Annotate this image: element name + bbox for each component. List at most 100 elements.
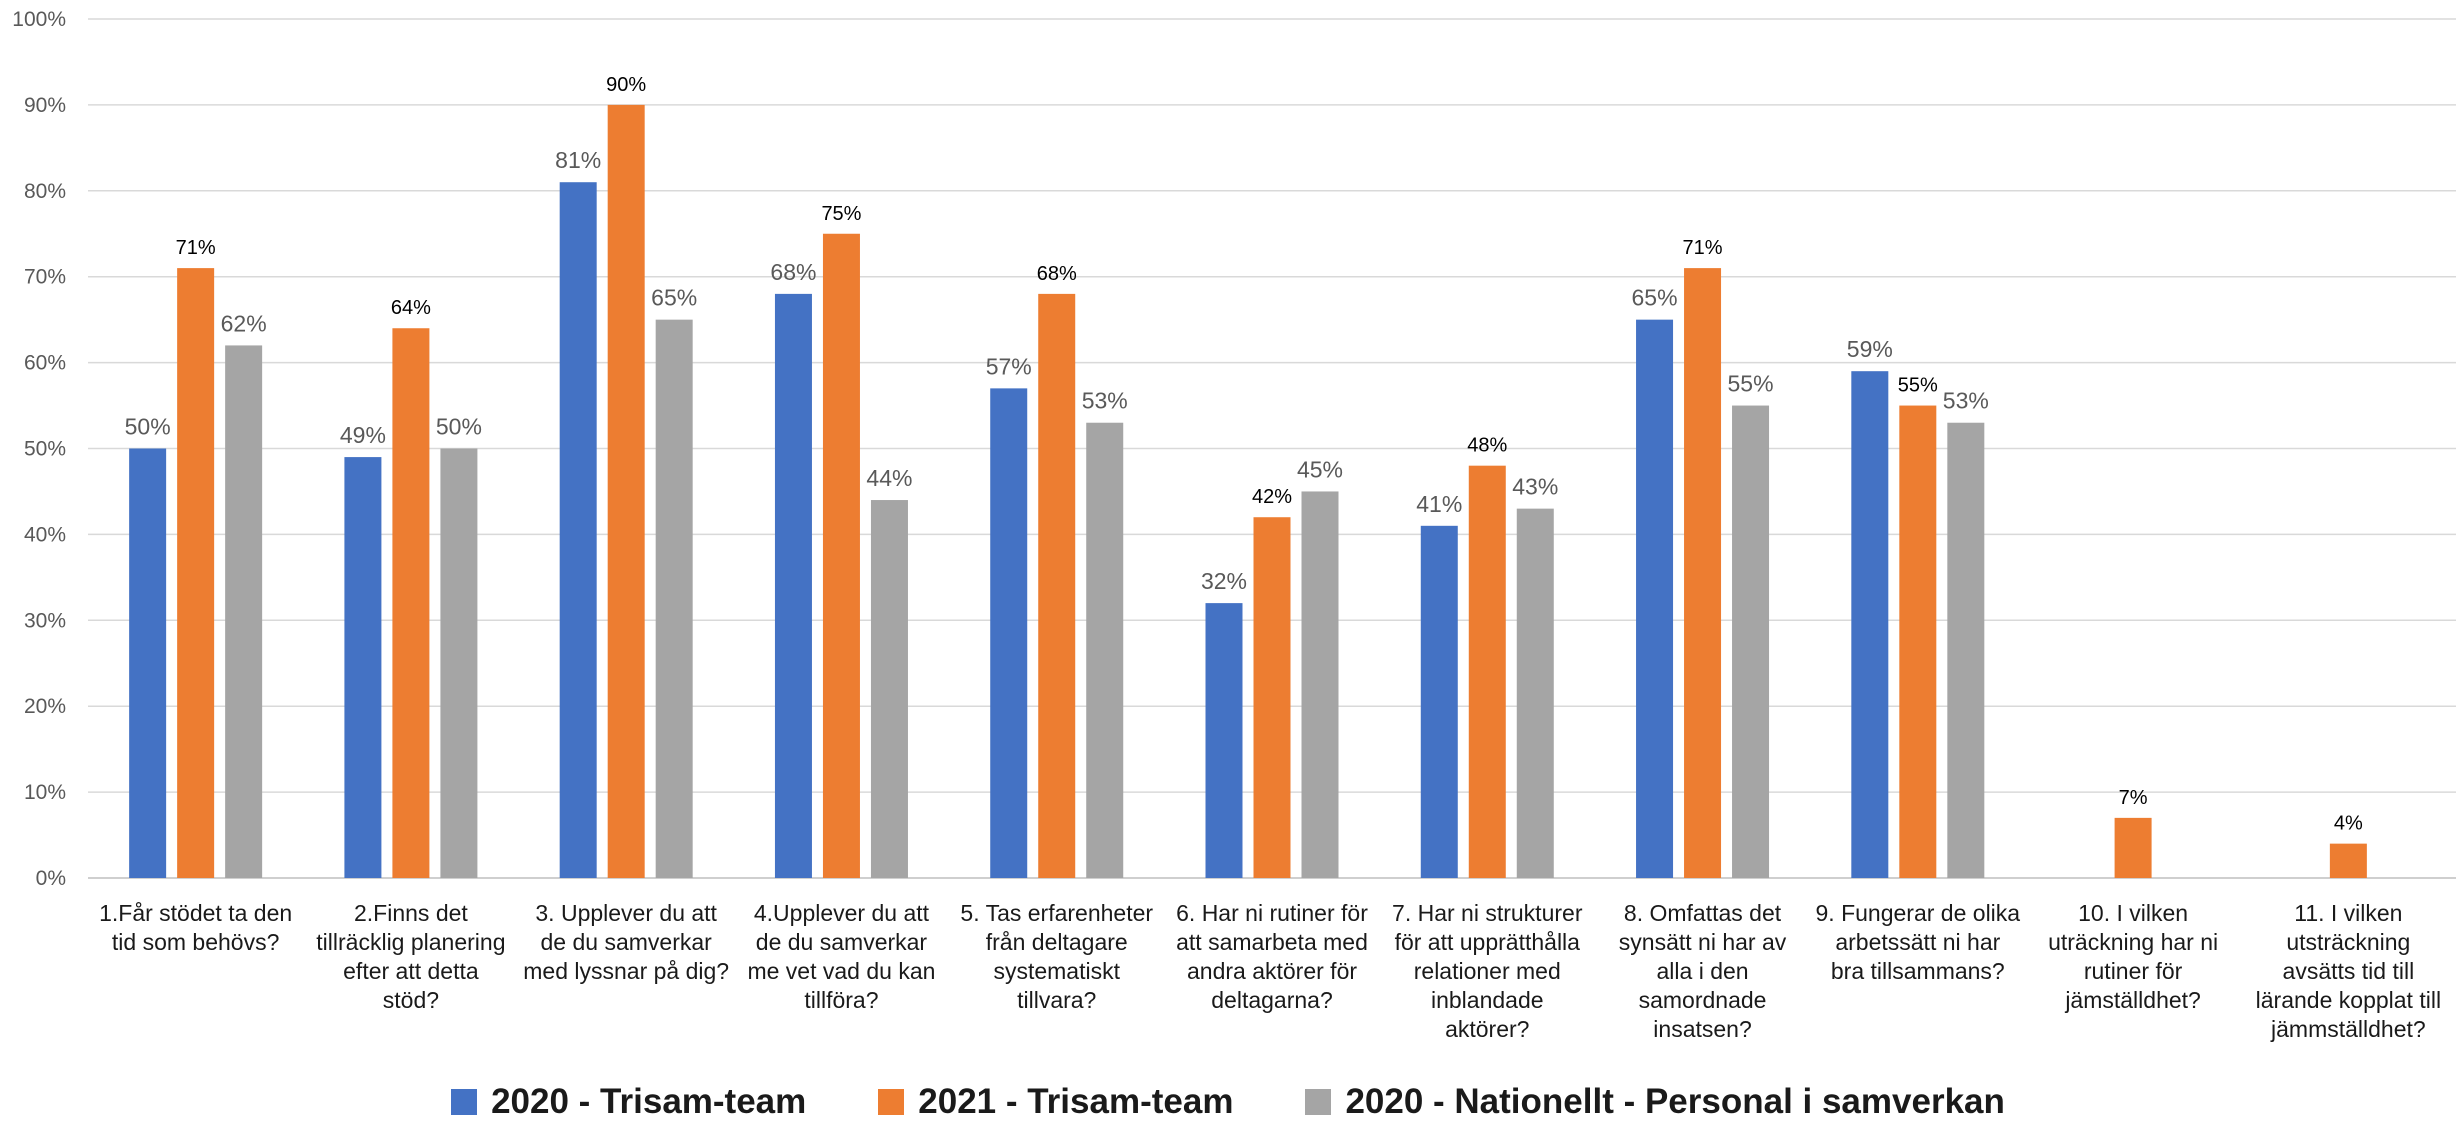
bar[interactable]: [1253, 517, 1291, 878]
x-tick-label-line: 11. I vilken: [2294, 900, 2402, 926]
y-tick-label: 30%: [24, 609, 66, 632]
bar-chart: 0% 10% 20% 30% 40% 50% 60% 70% 80% 90% 100% 50% 49%…: [12, 8, 2456, 1042]
x-tick-label-line: tillvara?: [1017, 987, 1096, 1013]
data-labels: 50% 49% 81% 68% 57% 32% 41% 65% 59% 71% 64% 90% 75% 6…: [125, 74, 2363, 835]
y-tick-label: 40%: [24, 523, 66, 546]
data-label: 50%: [436, 414, 482, 440]
y-tick-label: 70%: [24, 266, 66, 289]
y-tick-label: 100%: [12, 8, 66, 31]
y-tick-label: 0%: [36, 867, 66, 890]
x-tick-label-line: 3. Upplever du att: [535, 900, 717, 926]
data-label: 71%: [176, 237, 216, 259]
bar[interactable]: [1636, 319, 1674, 878]
y-tick-label: 50%: [24, 438, 66, 461]
x-tick-label: 5. Tas erfarenheter från deltagare systema…: [960, 900, 1153, 1013]
data-label: 50%: [125, 414, 171, 440]
y-tick-label: 20%: [24, 695, 66, 718]
legend-item-2020-trisam[interactable]: 2020 - Trisam-team: [451, 1082, 806, 1122]
bar[interactable]: [344, 457, 382, 878]
bar[interactable]: [2329, 843, 2367, 878]
bar[interactable]: [1684, 268, 1722, 878]
bar[interactable]: [655, 319, 693, 878]
y-tick-label: 90%: [24, 94, 66, 117]
data-label: 48%: [1467, 435, 1507, 457]
data-label: 42%: [1252, 486, 1292, 508]
bar[interactable]: [1086, 422, 1124, 878]
bar[interactable]: [2114, 817, 2152, 878]
data-label: 55%: [1728, 371, 1774, 397]
bar[interactable]: [990, 388, 1028, 878]
x-tick-label-line: insatsen?: [1653, 1016, 1751, 1042]
x-tick-label-line: stöd?: [383, 987, 439, 1013]
data-label: 7%: [2119, 787, 2148, 809]
bar[interactable]: [1420, 525, 1458, 878]
y-tick-label: 10%: [24, 781, 66, 804]
data-label: 43%: [1512, 474, 1558, 500]
legend-label: 2021 - Trisam-team: [918, 1082, 1234, 1121]
x-tick-label-line: arbetssätt ni har: [1835, 929, 2000, 955]
x-tick-label-line: 6. Har ni rutiner för: [1176, 900, 1368, 926]
bar[interactable]: [1732, 405, 1770, 878]
bar[interactable]: [225, 345, 263, 878]
data-label: 75%: [821, 203, 861, 225]
x-tick-label-line: tid som behövs?: [112, 929, 279, 955]
x-tick-label-line: synsätt ni har av: [1619, 929, 1787, 955]
x-tick-label-line: systematiskt: [993, 958, 1120, 984]
bar[interactable]: [392, 328, 430, 878]
x-tick-label-line: tillföra?: [804, 987, 878, 1013]
data-label: 53%: [1082, 388, 1128, 414]
x-tick-label-line: de du samverkar: [541, 929, 713, 955]
bar[interactable]: [559, 182, 597, 878]
bar[interactable]: [1301, 491, 1339, 878]
bar[interactable]: [1516, 508, 1554, 878]
x-tick-label-line: jämställdhet?: [2064, 987, 2201, 1013]
data-label: 57%: [986, 353, 1032, 379]
x-tick-label-line: 5. Tas erfarenheter: [960, 900, 1153, 926]
x-tick-label: 9. Fungerar de olika arbetssätt ni har bra…: [1816, 900, 2021, 984]
data-label: 44%: [866, 465, 912, 491]
legend-swatch: [451, 1089, 478, 1115]
data-label: 53%: [1943, 388, 1989, 414]
bar[interactable]: [129, 448, 167, 879]
bar[interactable]: [1468, 465, 1506, 878]
bar[interactable]: [774, 293, 812, 878]
data-label: 55%: [1898, 375, 1938, 397]
legend-label: 2020 - Nationellt - Personal i samverkan: [1345, 1082, 2005, 1121]
legend-item-2020-nationellt[interactable]: 2020 - Nationellt - Personal i samverkan: [1305, 1082, 2005, 1122]
data-label: 4%: [2334, 813, 2363, 835]
x-tick-label-line: 9. Fungerar de olika: [1816, 900, 2021, 926]
x-tick-label: 1.Får stödet ta den tid som behövs?: [99, 900, 292, 955]
x-tick-label-line: att samarbeta med: [1176, 929, 1368, 955]
data-label: 65%: [651, 285, 697, 311]
bar[interactable]: [440, 448, 478, 879]
y-axis-ticks: 0% 10% 20% 30% 40% 50% 60% 70% 80% 90% 100%: [12, 8, 66, 890]
data-label: 71%: [1683, 237, 1723, 259]
bar[interactable]: [1851, 371, 1889, 878]
x-tick-label-line: rutiner för: [2084, 958, 2183, 984]
data-label: 65%: [1632, 285, 1678, 311]
bar[interactable]: [1038, 293, 1076, 878]
bar[interactable]: [1205, 603, 1243, 878]
bar[interactable]: [1899, 405, 1937, 878]
bar[interactable]: [607, 104, 645, 878]
bars: [129, 104, 2367, 879]
bar[interactable]: [870, 500, 908, 878]
legend-swatch: [878, 1089, 905, 1115]
x-tick-label-line: me vet vad du kan: [747, 958, 935, 984]
legend-item-2021-trisam[interactable]: 2021 - Trisam-team: [878, 1082, 1233, 1122]
data-label: 41%: [1416, 491, 1462, 517]
y-tick-label: 60%: [24, 352, 66, 375]
x-tick-label-line: 7. Har ni strukturer: [1392, 900, 1583, 926]
x-axis-labels: 1.Får stödet ta den tid som behövs? 2.Finn…: [99, 900, 2441, 1042]
x-tick-label-line: bra tillsammans?: [1831, 958, 2005, 984]
bar[interactable]: [822, 233, 860, 878]
legend-swatch: [1305, 1089, 1332, 1115]
y-tick-label: 80%: [24, 180, 66, 203]
data-label: 59%: [1847, 336, 1893, 362]
legend-label: 2020 - Trisam-team: [491, 1082, 807, 1121]
bar[interactable]: [1947, 422, 1985, 878]
x-tick-label-line: uträckning har ni: [2048, 929, 2218, 955]
data-label: 81%: [555, 147, 601, 173]
x-tick-label-line: 1.Får stödet ta den: [99, 900, 292, 926]
bar[interactable]: [177, 268, 215, 878]
